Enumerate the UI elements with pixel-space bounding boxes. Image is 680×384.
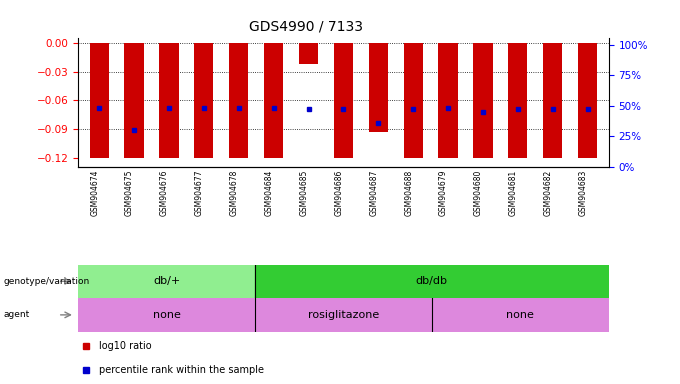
Text: none: none <box>507 310 534 320</box>
Text: log10 ratio: log10 ratio <box>99 341 151 351</box>
Text: db/+: db/+ <box>153 276 180 286</box>
Bar <box>255 265 609 298</box>
Bar <box>124 43 143 159</box>
Bar <box>78 298 255 332</box>
Text: percentile rank within the sample: percentile rank within the sample <box>99 364 264 375</box>
Bar <box>543 43 562 157</box>
Bar <box>264 43 283 157</box>
Bar <box>334 43 353 157</box>
Bar <box>508 43 528 157</box>
Text: GDS4990 / 7133: GDS4990 / 7133 <box>249 19 363 33</box>
Bar <box>194 43 214 157</box>
Bar <box>159 43 179 157</box>
Bar <box>473 43 492 157</box>
Text: db/db: db/db <box>415 276 448 286</box>
Bar <box>229 43 248 157</box>
Bar <box>299 43 318 64</box>
Bar <box>90 43 109 157</box>
Text: none: none <box>153 310 180 320</box>
Text: genotype/variation: genotype/variation <box>3 277 90 286</box>
Bar <box>255 298 432 332</box>
Bar <box>439 43 458 157</box>
Bar <box>404 43 423 157</box>
Bar <box>369 43 388 132</box>
Text: agent: agent <box>3 310 30 319</box>
Bar <box>432 298 609 332</box>
Text: rosiglitazone: rosiglitazone <box>308 310 379 320</box>
Bar <box>78 265 255 298</box>
Bar <box>578 43 597 157</box>
